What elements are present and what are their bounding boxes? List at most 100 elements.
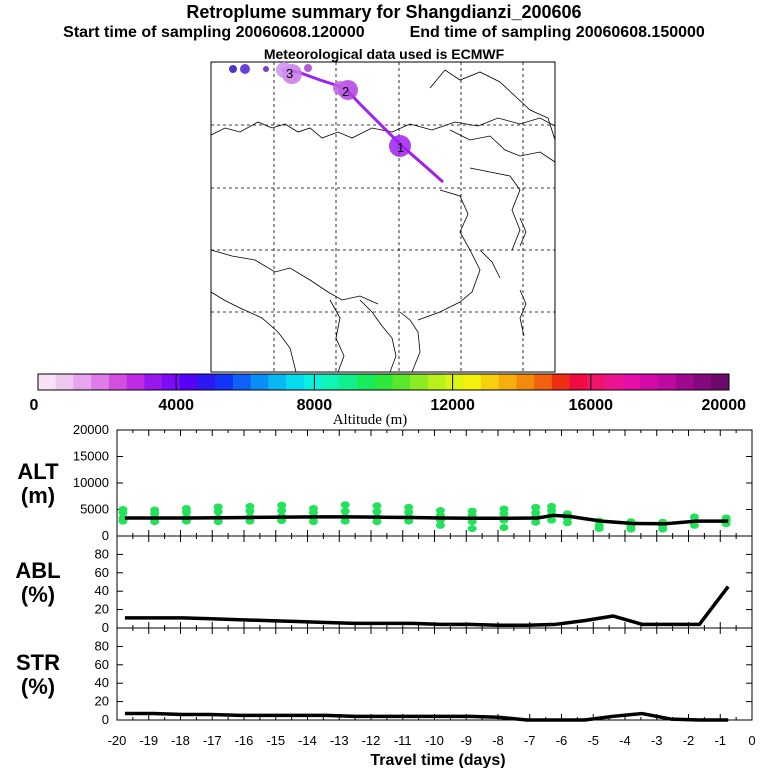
y-tick-label: 40 (95, 583, 109, 598)
colorbar-swatch (711, 374, 730, 390)
colorbar-swatch (622, 374, 641, 390)
colorbar-swatch (356, 374, 376, 390)
colorbar-swatch (321, 374, 340, 390)
altitude-point (531, 509, 541, 517)
colorbar-swatch (516, 374, 535, 390)
colorbar-swatch (286, 374, 305, 390)
series-line-str (124, 711, 729, 722)
x-tick-label: -17 (203, 733, 222, 748)
y-tick-label: 60 (95, 657, 109, 672)
colorbar-swatch (604, 374, 624, 390)
colorbar-swatch (498, 374, 517, 390)
y-axis-label-unit: (%) (21, 582, 55, 607)
altitude-point (547, 516, 557, 524)
y-tick-label: 5000 (80, 502, 109, 517)
plume-label: 2 (342, 84, 349, 99)
colorbar-swatch (38, 374, 57, 390)
x-tick-label: -1 (714, 733, 726, 748)
y-axis-label: ABL (15, 558, 60, 583)
y-tick-label: 15000 (73, 449, 109, 464)
colorbar-swatch (303, 374, 322, 390)
colorbar-swatch (73, 374, 92, 390)
altitude-point (435, 507, 445, 515)
altitude-point (308, 504, 318, 512)
colorbar-tick-label: 12000 (430, 397, 475, 414)
map-coastline (479, 249, 501, 279)
plume-blob (229, 65, 237, 73)
altitude-point (499, 505, 509, 513)
colorbar-swatch (126, 374, 145, 390)
x-tick-label: -12 (362, 733, 381, 748)
colorbar-swatch (55, 374, 74, 390)
colorbar-swatch (587, 374, 606, 390)
colorbar-tick-label: 4000 (158, 397, 194, 414)
map-coastline (469, 167, 521, 251)
colorbar-swatch (569, 374, 588, 390)
map-coastline (399, 311, 421, 373)
x-tick-label: -2 (683, 733, 695, 748)
altitude-point (118, 506, 128, 513)
colorbar-tick-label: 16000 (569, 397, 614, 414)
y-tick-label: 80 (95, 546, 109, 561)
colorbar-swatch (658, 374, 677, 390)
x-tick-label: -18 (171, 733, 190, 748)
x-tick-label: -9 (460, 733, 472, 748)
x-axis-label: Travel time (days) (370, 752, 505, 768)
colorbar-swatch (480, 374, 500, 390)
colorbar-swatch (91, 374, 110, 390)
y-tick-label: 20 (95, 602, 109, 617)
colorbar-tick-label: 0 (30, 397, 39, 414)
colorbar-swatch (392, 374, 411, 390)
altitude-point (277, 507, 287, 515)
map-coastline (519, 289, 527, 337)
y-tick-label: 60 (95, 565, 109, 580)
altitude-point (372, 508, 382, 516)
colorbar-swatch (693, 374, 712, 390)
map-panel (210, 61, 556, 373)
y-tick-label: 20 (95, 694, 109, 709)
colorbar-swatch (410, 374, 429, 390)
y-tick-label: 0 (102, 620, 109, 635)
altitude-point (689, 513, 699, 521)
colorbar-swatch (215, 374, 234, 390)
x-tick-label: -3 (651, 733, 663, 748)
plume-blob (333, 81, 347, 95)
plume-blob (276, 62, 292, 78)
chart-title: Retroplume summary for Shangdianzi_20060… (186, 2, 582, 22)
colorbar-swatch (144, 374, 163, 390)
panel-alt (116, 429, 753, 537)
colorbar-swatch (640, 374, 659, 390)
colorbar-swatch (232, 374, 252, 390)
altitude-point (499, 524, 509, 532)
map-coastline (359, 299, 397, 373)
y-axis-label-unit: (m) (21, 483, 55, 508)
x-tick-label: 0 (748, 733, 755, 748)
colorbar-swatch (162, 374, 181, 390)
map-coastline (429, 69, 556, 141)
plume-label: 3 (286, 66, 293, 81)
y-axis-label: ALT (17, 459, 59, 484)
colorbar-swatch (108, 374, 128, 390)
altitude-point (372, 502, 382, 510)
colorbar-swatch (374, 374, 393, 390)
colorbar-swatch (179, 374, 198, 390)
colorbar-swatch (551, 374, 571, 390)
x-tick-label: -11 (394, 733, 412, 748)
x-tick-label: -6 (556, 733, 568, 748)
met-data-note: Meteorological data used is ECMWF (263, 46, 505, 62)
panel-abl (116, 535, 753, 629)
y-axis-label: STR (16, 650, 60, 675)
x-tick-label: -10 (425, 733, 444, 748)
plume-label: 1 (397, 140, 404, 155)
altitude-point (531, 518, 541, 526)
map-coastline (210, 117, 556, 139)
altitude-point (340, 507, 350, 515)
x-tick-label: -19 (139, 733, 158, 748)
map-coastline (210, 249, 379, 305)
y-tick-label: 20000 (73, 422, 109, 437)
altitude-point (404, 503, 414, 511)
end-time: End time of sampling 20060608.150000 (409, 24, 705, 41)
altitude-point (531, 503, 541, 511)
y-tick-label: 10000 (73, 475, 109, 490)
